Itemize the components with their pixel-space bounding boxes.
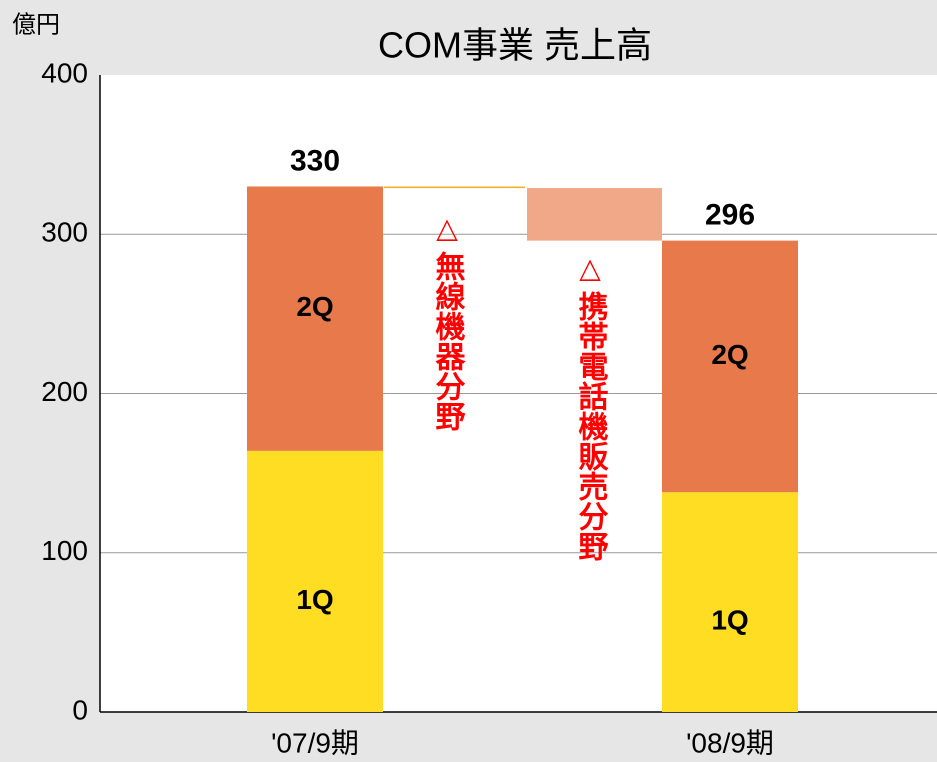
bar-segment [662, 240, 798, 493]
bar-segment [662, 492, 798, 712]
y-tick-label: 0 [72, 694, 88, 725]
y-tick-label: 300 [41, 217, 88, 248]
bridge-label: 携帯電話機販売分野 [574, 291, 609, 561]
bridge-marker: △ [579, 252, 601, 283]
segment-label: 1Q [711, 605, 748, 636]
bridge-label: 無線機器分野 [431, 251, 467, 431]
x-tick-label: '07/9期 [271, 727, 359, 758]
segment-label: 2Q [711, 339, 748, 370]
bar-segment [247, 450, 383, 712]
y-tick-label: 400 [41, 57, 88, 88]
segment-label: 2Q [296, 291, 333, 322]
total-label: 296 [705, 199, 755, 232]
bridge-marker: △ [436, 212, 458, 243]
segment-label: 1Q [296, 584, 333, 615]
bar-segment [247, 186, 383, 451]
y-unit-label: 億円 [12, 11, 60, 38]
total-label: 330 [290, 144, 340, 177]
y-tick-label: 100 [41, 535, 88, 566]
chart-title: COM事業 売上高 [378, 25, 652, 66]
bridge-bar [527, 188, 662, 241]
y-tick-label: 200 [41, 376, 88, 407]
x-tick-label: '08/9期 [686, 727, 774, 758]
bridge-bar [384, 186, 525, 189]
